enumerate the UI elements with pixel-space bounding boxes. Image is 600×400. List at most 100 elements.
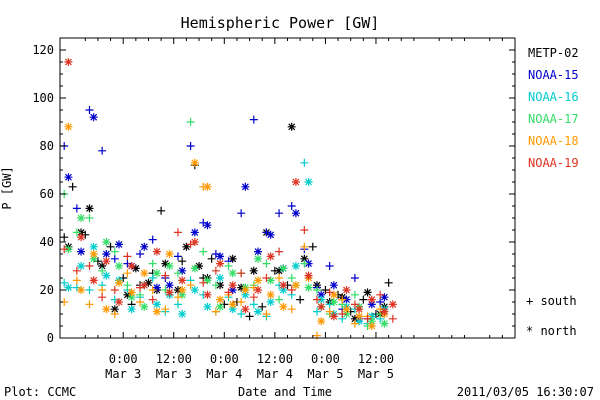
north-point <box>367 317 376 326</box>
north-point <box>190 286 199 294</box>
north-point <box>266 252 275 261</box>
south-point <box>72 276 81 285</box>
north-point <box>89 242 98 251</box>
legend-entry: NOAA-17 <box>528 112 579 126</box>
north-point <box>279 302 288 311</box>
north-point <box>178 310 187 318</box>
south-point <box>338 310 347 318</box>
north-point <box>380 319 389 328</box>
marker-legend-south: + south <box>526 294 577 308</box>
north-point <box>279 286 288 294</box>
south-point <box>173 293 182 302</box>
north-point <box>165 250 174 258</box>
north-point <box>140 281 149 290</box>
south-point <box>312 295 321 304</box>
north-point <box>317 290 326 299</box>
north-point <box>254 307 263 316</box>
north-point <box>249 266 258 275</box>
north-point <box>195 262 204 270</box>
north-point <box>140 302 149 311</box>
south-point <box>110 295 119 304</box>
south-point <box>300 242 309 251</box>
north-point <box>291 262 300 270</box>
north-point <box>228 286 237 294</box>
north-point <box>152 307 161 316</box>
north-point <box>216 281 225 290</box>
x-tick-time-label: 0:00 <box>109 352 138 366</box>
north-point <box>279 281 288 290</box>
north-point <box>114 278 123 287</box>
south-point <box>325 307 334 316</box>
y-tick-label: 100 <box>32 91 54 105</box>
south-point <box>85 106 94 114</box>
north-point <box>228 300 237 309</box>
x-tick-time-label: 12:00 <box>156 352 192 366</box>
north-point <box>64 58 73 66</box>
south-point <box>224 262 233 270</box>
north-point <box>228 305 237 314</box>
north-point <box>367 312 376 321</box>
north-point <box>161 259 170 268</box>
south-point <box>325 262 334 270</box>
chart-title: Hemispheric Power [GW] <box>181 14 380 32</box>
north-point <box>342 305 351 314</box>
south-point <box>110 286 119 294</box>
x-tick-date-label: Mar 5 <box>307 367 343 381</box>
south-point <box>287 202 296 210</box>
north-point <box>355 305 364 314</box>
north-point <box>64 173 73 182</box>
north-point <box>190 228 199 237</box>
north-point <box>355 317 364 326</box>
south-point <box>123 269 132 278</box>
north-point <box>329 298 338 306</box>
south-point <box>161 271 170 280</box>
south-point <box>262 228 271 237</box>
north-point <box>114 298 123 306</box>
north-point <box>203 221 212 230</box>
marker-legend-north: * north <box>526 324 577 338</box>
south-point <box>123 252 132 261</box>
south-point <box>148 286 157 294</box>
legend-entry: NOAA-19 <box>528 156 579 170</box>
north-point <box>254 254 263 263</box>
north-point <box>85 204 94 213</box>
north-point <box>304 271 313 280</box>
plot-timestamp: 2011/03/05 16:30:07 <box>457 385 594 399</box>
north-point <box>367 295 376 304</box>
y-tick-label: 80 <box>40 139 54 153</box>
x-tick-time-label: 12:00 <box>257 352 293 366</box>
north-point <box>203 276 212 285</box>
north-point <box>110 305 119 314</box>
south-point <box>136 298 145 306</box>
north-point <box>367 300 376 309</box>
north-point <box>279 264 288 273</box>
north-point <box>304 178 313 186</box>
south-point <box>207 254 216 263</box>
south-point <box>72 228 81 237</box>
north-point <box>291 178 300 186</box>
south-point <box>98 266 107 275</box>
south-point <box>350 319 359 328</box>
south-point <box>388 314 397 323</box>
north-point <box>190 238 199 246</box>
y-tick-label: 0 <box>47 331 54 345</box>
north-point <box>228 269 237 278</box>
south-point <box>161 286 170 294</box>
south-point <box>237 310 246 318</box>
north-point <box>266 298 275 306</box>
x-tick-time-label: 0:00 <box>311 352 340 366</box>
south-point <box>60 233 69 242</box>
north-point <box>342 286 351 294</box>
south-point <box>60 245 69 254</box>
south-point <box>110 254 119 263</box>
south-point <box>249 283 258 292</box>
north-point <box>241 182 250 191</box>
south-point <box>287 286 296 294</box>
north-point <box>329 312 338 321</box>
x-tick-date-label: Mar 3 <box>156 367 192 381</box>
north-point <box>102 238 111 246</box>
north-point <box>165 281 174 290</box>
north-point <box>350 314 359 323</box>
south-point <box>308 242 317 251</box>
